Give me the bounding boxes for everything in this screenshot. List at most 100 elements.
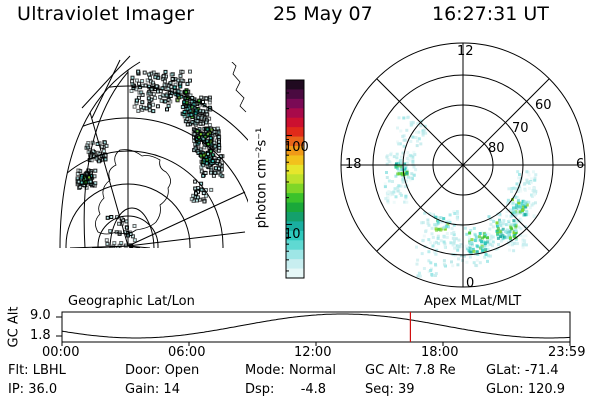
aurora-pixel <box>513 211 517 214</box>
aurora-pixel <box>385 176 389 179</box>
aurora-pixel <box>490 244 494 248</box>
gain-status: Gain: 14 <box>125 382 180 397</box>
aurora-pixel <box>411 155 415 159</box>
aurora-pixel <box>184 90 189 95</box>
aurora-pixel <box>496 230 500 234</box>
aurora-pixel <box>527 173 531 177</box>
aurora-pixel <box>387 179 391 183</box>
aurora-pixel <box>401 178 405 182</box>
aurora-pixel <box>134 78 139 83</box>
aurora-pixel <box>503 230 507 233</box>
aurora-pixel <box>116 246 121 248</box>
aurora-pixel <box>89 158 94 163</box>
aurora-pixel <box>406 162 410 166</box>
aurora-pixel <box>385 155 389 159</box>
aurora-pixel <box>523 239 527 243</box>
aurora-pixel <box>457 245 461 249</box>
aurora-pixel <box>110 273 113 276</box>
aurora-pixel <box>410 172 414 176</box>
door-label: Door: <box>125 363 161 378</box>
aurora-pixel <box>459 243 463 247</box>
aurora-pixel <box>406 154 410 158</box>
aurora-pixel <box>443 225 447 229</box>
aurora-pixel <box>188 78 192 83</box>
aurora-pixel <box>518 173 521 176</box>
aurora-pixel <box>140 79 145 83</box>
seq-value: 39 <box>398 382 415 397</box>
aurora-pixel <box>130 79 134 84</box>
aurora-pixel <box>515 187 519 191</box>
aurora-pixel <box>419 124 423 128</box>
aurora-pixel <box>527 181 531 185</box>
aurora-pixel <box>501 233 505 237</box>
aurora-pixel <box>386 201 390 205</box>
aurora-pixel <box>441 226 445 230</box>
aurora-pixel <box>455 212 459 215</box>
aurora-pixel <box>519 189 523 193</box>
aurora-pixel <box>475 258 479 262</box>
aurora-pixel <box>483 241 487 245</box>
aurora-pixel <box>483 255 487 259</box>
aurora-pixel <box>403 138 407 142</box>
aurora-pixel <box>398 172 401 176</box>
aurora-pixel <box>519 227 523 231</box>
aurora-pixel <box>396 126 399 130</box>
aurora-pixel <box>468 231 472 235</box>
aurora-pixel <box>195 195 200 200</box>
aurora-pixel <box>168 99 173 104</box>
colorbar-segment <box>286 146 304 157</box>
aurora-pixel <box>504 235 508 239</box>
aurora-pixel <box>497 212 501 216</box>
aurora-pixel <box>142 70 147 75</box>
aurora-pixel <box>524 205 528 209</box>
aurora-pixel <box>481 249 485 253</box>
aurora-pixel <box>208 149 213 154</box>
aurora-pixel <box>514 225 518 229</box>
aurora-pixel <box>162 79 167 84</box>
aurora-pixel <box>521 238 525 242</box>
aurora-pixel <box>430 226 434 230</box>
mlat-label-60: 60 <box>535 98 552 113</box>
aurora-pixel <box>483 244 487 248</box>
aurora-pixel <box>397 184 401 188</box>
aurora-pixel <box>455 210 459 214</box>
aurora-pixel <box>465 260 469 264</box>
aurora-pixel <box>416 274 420 278</box>
altitude-curve <box>61 313 571 339</box>
aurora-pixel <box>480 245 483 249</box>
aurora-pixel <box>520 202 524 206</box>
aurora-pixel <box>443 242 447 246</box>
aurora-pixel <box>91 148 95 153</box>
aurora-pixel <box>480 240 484 244</box>
dsp-status: Dsp: -4.8 <box>245 382 326 397</box>
aurora-pixel <box>405 128 409 132</box>
aurora-pixel <box>472 261 476 265</box>
aurora-pixel <box>193 146 198 151</box>
aurora-pixel <box>430 232 434 236</box>
aurora-pixel <box>521 203 525 207</box>
aurora-pixel <box>403 167 407 171</box>
aurora-pixel <box>475 250 479 254</box>
aurora-pixel <box>434 272 438 276</box>
aurora-pixel <box>202 158 207 163</box>
aurora-pixel <box>411 160 415 164</box>
aurora-pixel <box>428 241 432 245</box>
aurora-pixel <box>486 254 490 258</box>
aurora-pixel <box>499 239 503 243</box>
aurora-pixel <box>468 255 472 259</box>
aurora-pixel <box>206 151 210 156</box>
aurora-pixel <box>93 181 98 186</box>
aurora-pixel <box>448 213 452 217</box>
aurora-pixel <box>465 247 469 251</box>
aurora-pixel <box>428 212 432 216</box>
aurora-pixel <box>512 235 516 239</box>
aurora-pixel <box>517 225 521 229</box>
aurora-pixel <box>511 201 515 205</box>
aurora-pixel <box>104 238 109 243</box>
aurora-pixel <box>431 244 435 248</box>
aurora-pixel <box>430 212 434 216</box>
aurora-pixel <box>202 199 207 204</box>
aurora-pixel <box>210 159 215 164</box>
left-panel-label: Geographic Lat/Lon <box>68 294 195 309</box>
aurora-pixel <box>415 262 419 266</box>
